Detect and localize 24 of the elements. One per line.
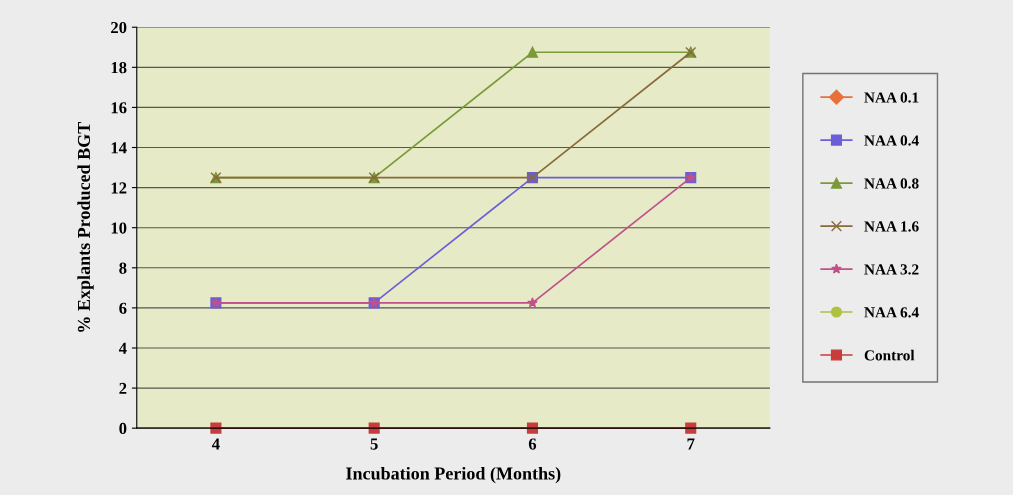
legend-label: NAA 1.6 bbox=[864, 221, 919, 232]
y-tick-label: 2 bbox=[119, 382, 127, 394]
x-tick-label: 7 bbox=[687, 438, 695, 450]
x-tick-label: 5 bbox=[370, 438, 378, 450]
legend-label: NAA 3.2 bbox=[864, 264, 919, 275]
legend-label: NAA 0.1 bbox=[864, 92, 919, 103]
legend-label: NAA 6.4 bbox=[864, 307, 919, 318]
y-tick-label: 12 bbox=[111, 182, 127, 194]
y-tick-label: 0 bbox=[119, 422, 127, 435]
legend-label: NAA 0.8 bbox=[864, 178, 919, 189]
y-tick-label: 20 bbox=[111, 21, 127, 34]
legend-label: Control bbox=[864, 349, 915, 361]
x-axis-title: Incubation Period (Months) bbox=[346, 466, 561, 484]
y-tick-label: 10 bbox=[111, 222, 127, 234]
y-tick-label: 8 bbox=[119, 262, 127, 274]
y-axis-title: % Explants Produced BGT bbox=[77, 122, 94, 332]
x-tick-label: 4 bbox=[211, 438, 220, 450]
y-tick-label: 4 bbox=[118, 342, 127, 354]
y-tick-label: 6 bbox=[119, 302, 127, 314]
y-tick-label: 14 bbox=[111, 142, 127, 154]
y-tick-label: 18 bbox=[111, 62, 127, 74]
legend-label: NAA 0.4 bbox=[864, 135, 919, 146]
y-tick-label: 16 bbox=[111, 102, 127, 114]
x-tick-label: 6 bbox=[528, 438, 537, 450]
